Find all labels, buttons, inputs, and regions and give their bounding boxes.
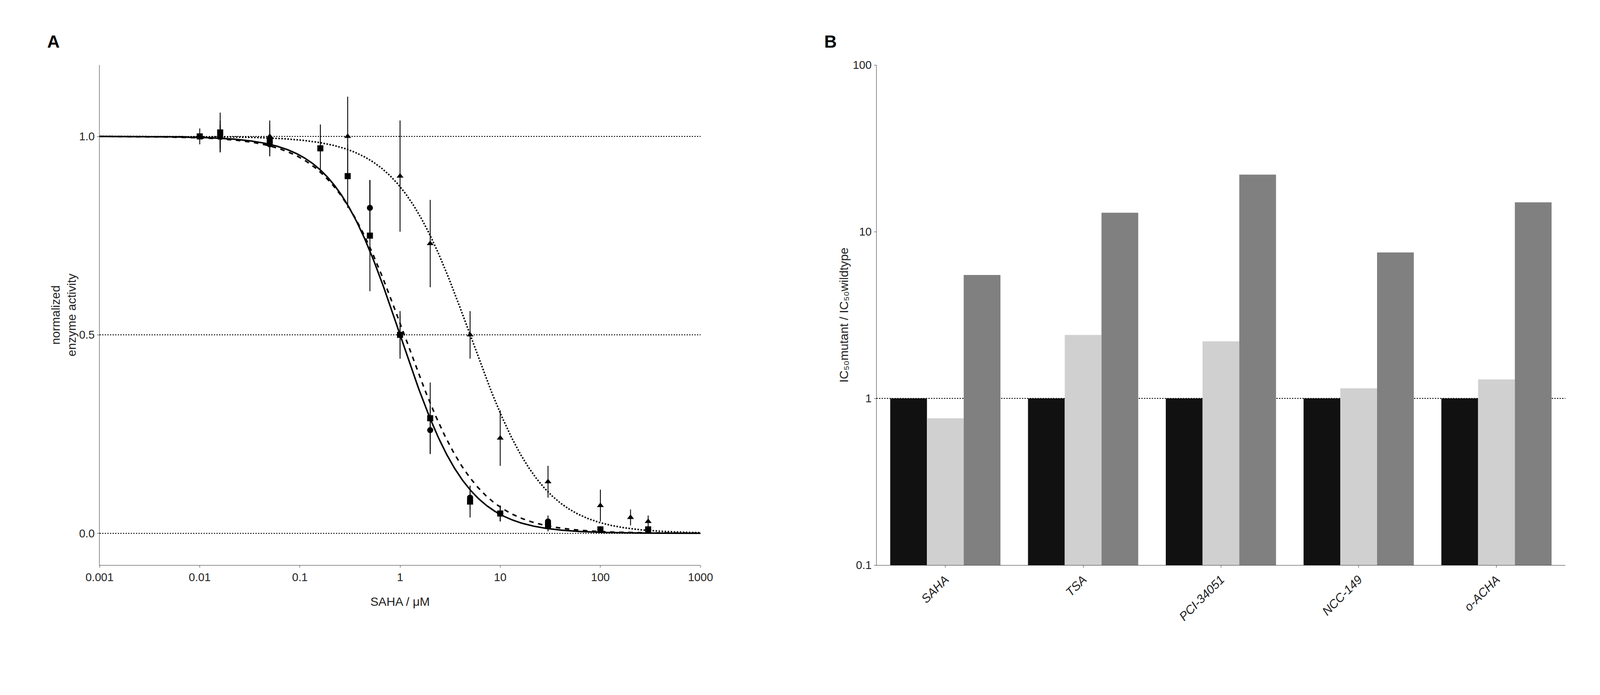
svg-text:0.0: 0.0 (79, 526, 95, 540)
svg-text:1: 1 (865, 391, 872, 405)
svg-text:SAHA / μM: SAHA / μM (370, 594, 430, 609)
svg-text:IC₅₀mutant / IC₅₀wildtype: IC₅₀mutant / IC₅₀wildtype (837, 247, 851, 383)
svg-text:100: 100 (852, 58, 872, 72)
svg-text:1: 1 (396, 570, 404, 584)
svg-text:PCI-34051: PCI-34051 (1176, 572, 1228, 624)
svg-text:SAHA: SAHA (918, 572, 952, 606)
svg-text:0.5: 0.5 (79, 328, 95, 342)
svg-text:TSA: TSA (1063, 572, 1090, 599)
svg-text:0.01: 0.01 (188, 570, 211, 584)
svg-text:normalizedenzyme activity: normalizedenzyme activity (48, 273, 78, 357)
svg-text:NCC-149: NCC-149 (1319, 572, 1365, 618)
svg-text:A: A (47, 32, 60, 52)
svg-text:B: B (824, 32, 837, 52)
svg-text:0.001: 0.001 (85, 570, 114, 584)
svg-text:0.1: 0.1 (855, 558, 872, 572)
svg-text:10: 10 (493, 570, 507, 584)
svg-text:o-ACHA: o-ACHA (1461, 572, 1503, 614)
svg-text:0.1: 0.1 (292, 570, 308, 584)
svg-text:1000: 1000 (687, 570, 713, 584)
svg-text:1.0: 1.0 (79, 129, 95, 143)
svg-text:10: 10 (858, 225, 872, 239)
svg-text:100: 100 (590, 570, 610, 584)
